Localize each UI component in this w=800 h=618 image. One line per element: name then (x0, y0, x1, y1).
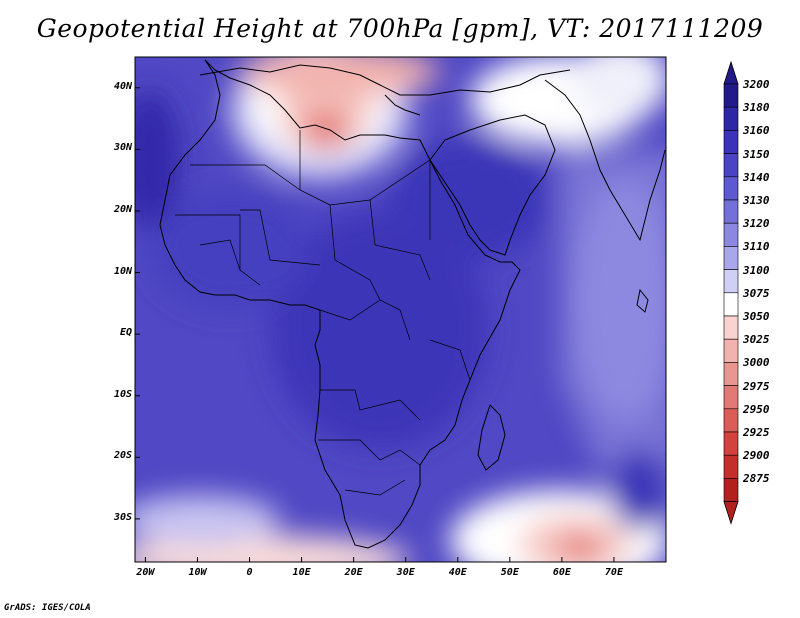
lat-tick-label: 20S (113, 450, 132, 462)
map-frame (134, 56, 667, 563)
colorbar-level-label: 3075 (743, 286, 770, 300)
colorbar-swatch (723, 130, 739, 154)
colorbar-swatch (723, 106, 739, 131)
axis-ticks (135, 87, 615, 562)
colorbar-level-label: 3200 (743, 78, 770, 91)
colorbar-swatch (723, 338, 739, 363)
colorbar-level-label: 3150 (743, 147, 770, 161)
lon-tick-label: 60E (552, 567, 571, 578)
lon-tick-label: 40E (448, 567, 467, 578)
colorbar-level-label: 3110 (743, 240, 770, 254)
colorbar-swatch (723, 385, 739, 410)
colorbar-swatch (723, 408, 739, 433)
credit-text: GrADS: IGES/COLA (4, 603, 91, 613)
lon-tick-label: 10W (188, 567, 207, 578)
lat-tick-label: 10S (113, 388, 132, 400)
map-title: Geopotential Height at 700hPa [gpm], VT:… (36, 14, 764, 43)
lat-tick-label: 20N (113, 203, 132, 215)
height-field (135, 57, 666, 562)
colorbar-swatch (723, 478, 739, 502)
colorbar-level-label: 3000 (743, 356, 770, 370)
colorbar-level-label: 2950 (743, 402, 770, 416)
colorbar-level-label: 3160 (743, 124, 770, 138)
colorbar-level-label: 3100 (743, 263, 770, 277)
colorbar-top-arrow (723, 60, 739, 85)
colorbar-level-label: 3140 (743, 170, 770, 184)
coastline (159, 59, 666, 549)
colorbar-level-label: 3130 (743, 194, 770, 207)
colorbar-level-label: 2900 (743, 449, 770, 463)
lat-tick-label: 30N (113, 142, 132, 154)
lon-tick-label: 10E (292, 567, 311, 578)
colorbar-swatch (723, 292, 739, 317)
colorbar-level-label: 3050 (743, 310, 770, 323)
lon-tick-label: 20E (344, 567, 363, 578)
lon-tick-label: 70E (604, 567, 623, 578)
colorbar-level-label: 2875 (743, 472, 770, 486)
colorbar-level-label: 3025 (743, 333, 770, 347)
lat-tick-label: EQ (119, 327, 132, 339)
colorbar-swatch (723, 454, 739, 479)
colorbar-swatch (723, 269, 739, 294)
colorbar-level-label: 2975 (743, 379, 770, 393)
colorbar-swatch (723, 199, 739, 224)
colorbar-swatch (723, 153, 739, 178)
colorbar-swatch (723, 83, 739, 108)
lat-tick-label: 40N (113, 80, 132, 92)
lat-tick-label: 30S (113, 511, 132, 523)
lat-tick-label: 10N (113, 265, 132, 277)
colorbar-bottom-arrow (723, 501, 739, 525)
country-borders (175, 130, 471, 496)
colorbar-level-label: 2925 (743, 426, 770, 439)
colorbar-level-label: 3120 (743, 217, 770, 231)
colorbar-swatch (723, 246, 739, 270)
lon-tick-label: 0 (246, 567, 253, 578)
colorbar-swatch (723, 362, 739, 386)
colorbar-swatch (723, 431, 739, 456)
lon-tick-label: 30E (396, 567, 415, 578)
lon-tick-label: 20W (136, 567, 155, 578)
lon-tick-label: 50E (500, 567, 519, 578)
colorbar-swatch (723, 315, 739, 340)
colorbar-level-label: 3180 (743, 101, 770, 115)
colorbar-swatch (723, 222, 739, 247)
colorbar (723, 60, 739, 525)
colorbar-swatch (723, 176, 739, 201)
